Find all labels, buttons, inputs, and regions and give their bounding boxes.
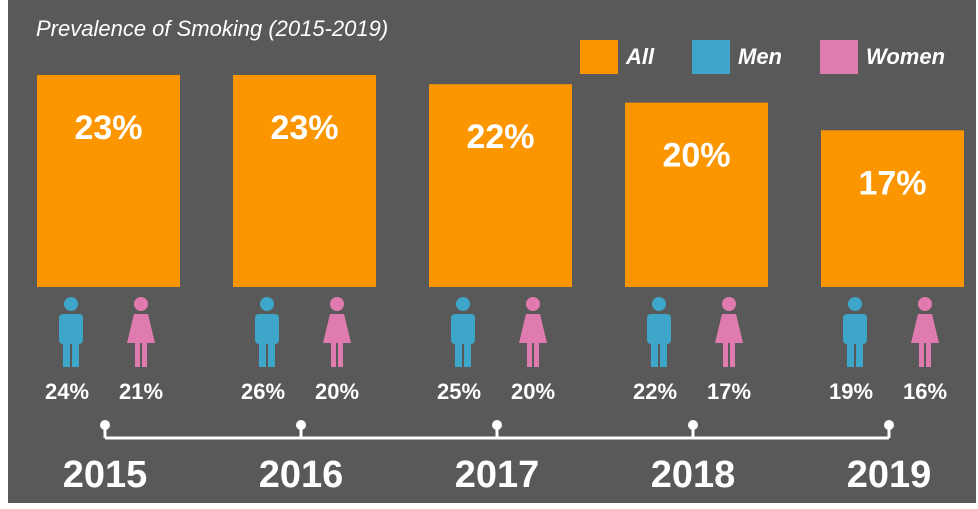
legend-swatch bbox=[820, 40, 858, 74]
men-value-label: 24% bbox=[45, 379, 89, 404]
icon-body bbox=[59, 314, 83, 344]
year-label: 2015 bbox=[63, 454, 148, 496]
year-label: 2018 bbox=[651, 454, 736, 496]
icon-leg bbox=[455, 341, 462, 367]
woman-icon bbox=[715, 297, 743, 367]
timeline-dot bbox=[100, 420, 110, 430]
icon-body bbox=[519, 314, 547, 343]
icon-body bbox=[255, 314, 279, 344]
icon-leg bbox=[142, 343, 147, 367]
icon-leg bbox=[135, 343, 140, 367]
bar-value-label: 20% bbox=[662, 137, 730, 175]
legend-label: All bbox=[625, 44, 655, 69]
man-icon bbox=[451, 297, 475, 367]
men-value-label: 26% bbox=[241, 379, 285, 404]
timeline-dot bbox=[884, 420, 894, 430]
bar-value-label: 22% bbox=[466, 118, 534, 156]
women-value-label: 16% bbox=[903, 379, 947, 404]
icon-leg bbox=[856, 341, 863, 367]
man-icon bbox=[59, 297, 83, 367]
icon-head bbox=[918, 297, 932, 311]
icon-leg bbox=[847, 341, 854, 367]
icon-leg bbox=[534, 343, 539, 367]
man-icon bbox=[255, 297, 279, 367]
bar bbox=[821, 130, 964, 287]
icon-head bbox=[260, 297, 274, 311]
icon-leg bbox=[72, 341, 79, 367]
icon-leg bbox=[660, 341, 667, 367]
icon-leg bbox=[259, 341, 266, 367]
icon-leg bbox=[723, 343, 728, 367]
icon-leg bbox=[926, 343, 931, 367]
bar-value-label: 23% bbox=[270, 109, 338, 147]
woman-icon bbox=[127, 297, 155, 367]
bar bbox=[233, 75, 376, 287]
legend-swatch bbox=[580, 40, 618, 74]
bar-value-label: 23% bbox=[74, 109, 142, 147]
timeline-dot bbox=[688, 420, 698, 430]
men-value-label: 19% bbox=[829, 379, 873, 404]
bar-value-label: 17% bbox=[858, 164, 926, 202]
women-value-label: 20% bbox=[511, 379, 555, 404]
icon-body bbox=[323, 314, 351, 343]
icon-head bbox=[848, 297, 862, 311]
timeline-dot bbox=[492, 420, 502, 430]
timeline-dot bbox=[296, 420, 306, 430]
legend-label: Men bbox=[738, 44, 782, 69]
year-label: 2017 bbox=[455, 454, 540, 496]
icon-leg bbox=[527, 343, 532, 367]
chart-title: Prevalence of Smoking (2015-2019) bbox=[36, 16, 388, 41]
year-label: 2016 bbox=[259, 454, 344, 496]
icon-leg bbox=[331, 343, 336, 367]
legend-swatch bbox=[692, 40, 730, 74]
icon-head bbox=[722, 297, 736, 311]
men-value-label: 25% bbox=[437, 379, 481, 404]
icon-body bbox=[647, 314, 671, 344]
year-label: 2019 bbox=[847, 454, 932, 496]
icon-head bbox=[652, 297, 666, 311]
icon-leg bbox=[63, 341, 70, 367]
icon-leg bbox=[268, 341, 275, 367]
men-value-label: 22% bbox=[633, 379, 677, 404]
women-value-label: 20% bbox=[315, 379, 359, 404]
icon-head bbox=[456, 297, 470, 311]
icon-body bbox=[127, 314, 155, 343]
icon-leg bbox=[919, 343, 924, 367]
icon-head bbox=[134, 297, 148, 311]
icon-body bbox=[715, 314, 743, 343]
icon-head bbox=[64, 297, 78, 311]
legend-label: Women bbox=[866, 44, 945, 69]
icon-head bbox=[526, 297, 540, 311]
icon-head bbox=[330, 297, 344, 311]
icon-body bbox=[843, 314, 867, 344]
women-value-label: 21% bbox=[119, 379, 163, 404]
man-icon bbox=[843, 297, 867, 367]
man-icon bbox=[647, 297, 671, 367]
icon-body bbox=[451, 314, 475, 344]
bar bbox=[429, 84, 572, 287]
icon-leg bbox=[338, 343, 343, 367]
icon-leg bbox=[730, 343, 735, 367]
icon-leg bbox=[464, 341, 471, 367]
icon-leg bbox=[651, 341, 658, 367]
women-value-label: 17% bbox=[707, 379, 751, 404]
woman-icon bbox=[519, 297, 547, 367]
woman-icon bbox=[911, 297, 939, 367]
bar bbox=[625, 102, 768, 287]
woman-icon bbox=[323, 297, 351, 367]
icon-body bbox=[911, 314, 939, 343]
bar bbox=[37, 75, 180, 287]
